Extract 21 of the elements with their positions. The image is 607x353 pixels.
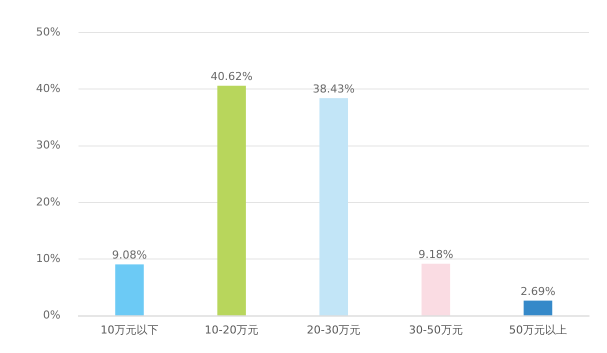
x-tick-label: 20-30万元 [306, 323, 361, 336]
bar [217, 86, 246, 316]
bar [524, 300, 552, 316]
x-tick-label: 50万元以上 [508, 323, 567, 336]
y-tick-label: 40% [36, 82, 60, 96]
bar [422, 264, 450, 316]
y-tick-label: 30% [36, 138, 60, 152]
bar [115, 264, 144, 316]
data-label: 38.43% [312, 82, 355, 96]
data-label: 9.18% [418, 248, 454, 262]
x-tick-label: 10万元以下 [100, 323, 159, 336]
y-tick-label: 0% [42, 308, 60, 322]
data-label: 2.69% [520, 284, 556, 298]
x-tick-label: 30-50万元 [408, 323, 463, 336]
data-label: 9.08% [112, 248, 147, 262]
data-label: 40.62% [210, 70, 253, 84]
bar [319, 98, 348, 316]
x-tick-label: 10-20万元 [204, 323, 259, 336]
y-tick-label: 20% [36, 195, 60, 208]
y-tick-label: 10% [36, 252, 60, 266]
y-tick-label: 50% [36, 25, 60, 38]
